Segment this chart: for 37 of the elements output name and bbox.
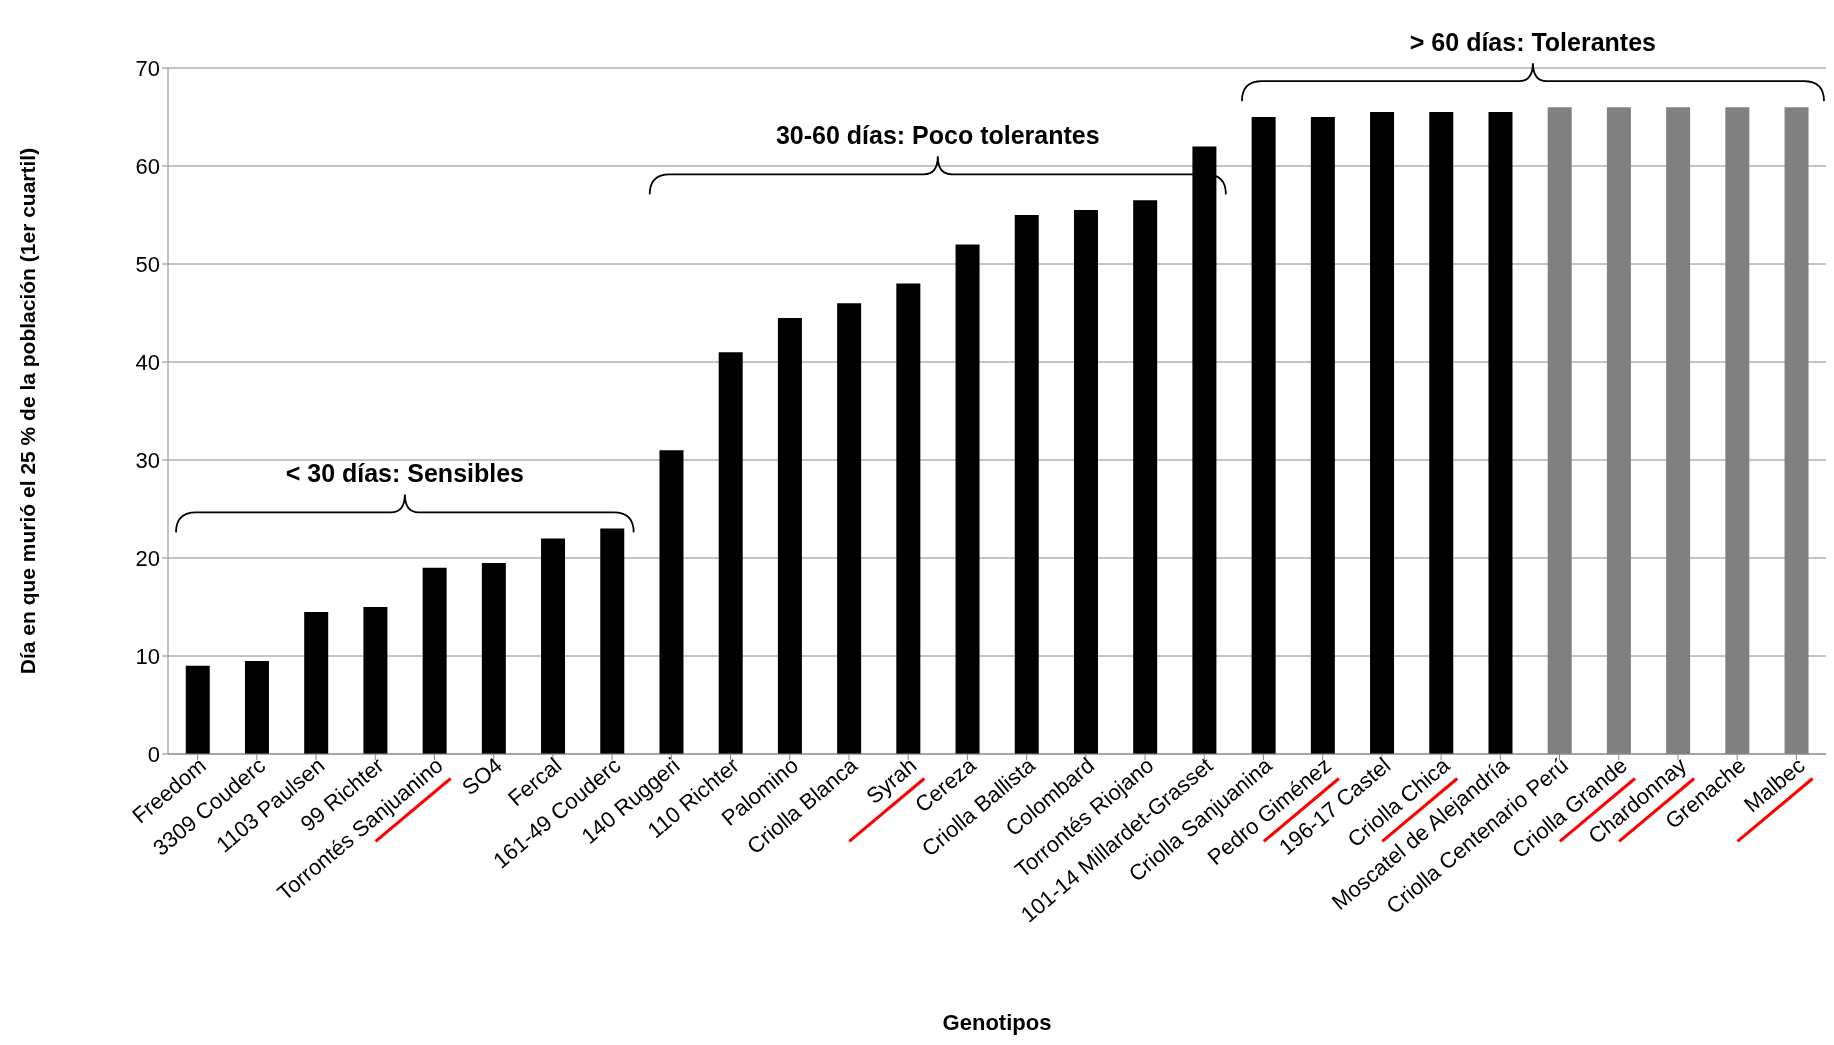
bar: [718, 352, 743, 754]
bar: [1251, 117, 1276, 754]
x-tick-label: SO4: [457, 752, 507, 801]
y-tick-label: 70: [135, 55, 160, 81]
annotation: < 30 días: Sensibles: [285, 459, 525, 488]
bar: [1192, 146, 1217, 754]
bar: [600, 528, 625, 754]
bar: [481, 562, 506, 754]
y-axis-title: Día en que murió el 25 % de la población (1er cuartil): [16, 147, 40, 675]
bar: [1014, 215, 1039, 754]
bar: [896, 283, 921, 754]
bar: [541, 538, 566, 754]
x-axis-title: Genotipos: [942, 1010, 1052, 1035]
bar: [422, 567, 447, 754]
bar: [1370, 112, 1395, 754]
y-tick-label: 50: [135, 251, 160, 277]
bar: [659, 450, 684, 754]
bar: [1073, 210, 1098, 754]
y-tick-label: 10: [135, 643, 160, 669]
bar: [1310, 117, 1335, 754]
bar: [837, 303, 862, 754]
y-tick-label: 0: [147, 741, 160, 767]
bar: [363, 607, 388, 754]
y-tick-label: 60: [135, 153, 160, 179]
text: > 60 días: Tolerantes: [1409, 28, 1657, 57]
y-tick-label: 40: [135, 349, 160, 375]
bar: [777, 317, 802, 754]
bar: [1133, 200, 1158, 754]
bar: [955, 244, 980, 754]
y-tick-label: 30: [135, 447, 160, 473]
annotation: 30-60 días: Poco tolerantes: [775, 121, 1100, 150]
bar: [244, 660, 269, 754]
bar: [304, 611, 329, 754]
bar: [1488, 112, 1513, 754]
bar: [185, 665, 210, 754]
bar: [1429, 112, 1454, 754]
y-tick-label: 20: [135, 545, 160, 571]
